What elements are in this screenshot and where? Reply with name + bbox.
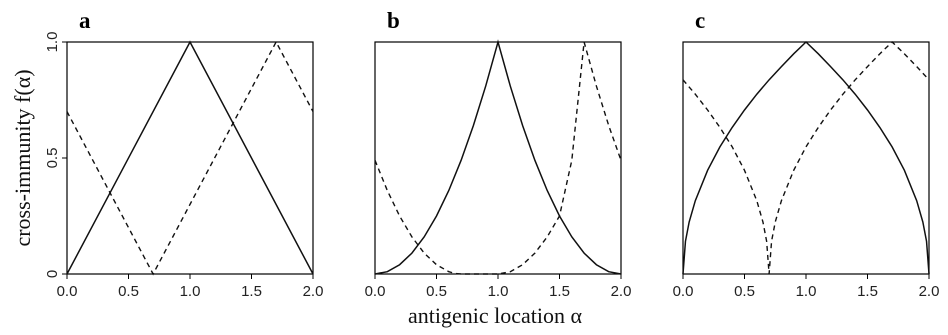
x-tick-label: 1.5	[857, 283, 878, 300]
x-tick-label: 2.0	[303, 283, 324, 300]
x-axis-title: antigenic location α	[408, 303, 582, 328]
plot-frame	[682, 41, 930, 275]
panel-a: a 0.0 0.5 1.0 1.5 2.0 0 0.5 1.0	[44, 8, 323, 300]
x-tick-label: 2.0	[611, 283, 632, 300]
x-tick-label: 0.0	[365, 283, 386, 300]
x-tick-label: 1.0	[796, 283, 817, 300]
panel-c: c 0.0 0.5 1.0 1.5 2.0	[673, 8, 940, 300]
plot-frame	[66, 41, 314, 275]
y-tick-label: 0.5	[44, 148, 61, 169]
series-line-dashed	[682, 41, 930, 275]
x-tick-label: 1.0	[488, 283, 509, 300]
x-tick-label: 0.5	[426, 283, 447, 300]
x-tick-label: 0.0	[57, 283, 78, 300]
x-tick-label: 0.5	[734, 283, 755, 300]
y-tick-label: 1.0	[44, 32, 61, 53]
series-line-solid	[374, 39, 622, 275]
panel-label: b	[387, 8, 400, 33]
x-tick-label: 1.5	[549, 283, 570, 300]
panel-label: a	[79, 8, 91, 33]
x-tick-label: 0.5	[118, 283, 139, 300]
series-line-solid	[66, 40, 314, 275]
y-axis-title: cross-immunity f(α)	[10, 69, 35, 246]
x-tick-label: 1.5	[241, 283, 262, 300]
y-tick-label: 0	[44, 270, 61, 278]
panel-b: b 0.0 0.5 1.0 1.5 2.0	[365, 8, 632, 300]
x-tick-label: 1.0	[180, 283, 201, 300]
plot-frame	[374, 41, 622, 275]
series-line-dashed	[66, 40, 314, 276]
x-tick-label: 2.0	[919, 283, 940, 300]
panel-label: c	[695, 8, 705, 33]
series-line-dashed	[374, 41, 622, 275]
x-tick-label: 0.0	[673, 283, 694, 300]
series-line-solid	[682, 40, 930, 275]
